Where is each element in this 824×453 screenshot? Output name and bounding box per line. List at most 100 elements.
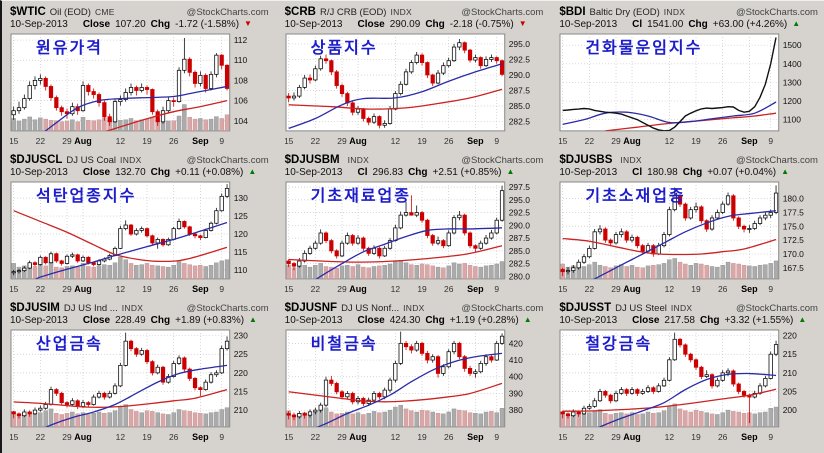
- svg-text:115: 115: [234, 247, 248, 257]
- chart-subheader: 10-Sep-2013 Close 424.30 Chg +1.19 (+0.2…: [285, 315, 544, 328]
- chart-date: 10-Sep-2013: [559, 19, 618, 30]
- svg-text:26: 26: [444, 432, 454, 442]
- chg-value: +63.00 (+4.26%): [712, 19, 788, 30]
- chart-panel-djusim: $DJUSIM DJ US Ind ... INDX @StockCharts.…: [10, 302, 269, 443]
- chart-header: $DJUSBS INDX @StockCharts.com: [559, 154, 818, 167]
- svg-text:112: 112: [234, 35, 248, 45]
- candlestick-chart-djusim[interactable]: 230 225 220 215 210 15 22 29 Aug 12 19 26 Sep 9: [10, 329, 269, 443]
- ticker-symbol: $DJUSIM: [10, 301, 60, 314]
- svg-text:110: 110: [234, 265, 248, 275]
- svg-text:167.5: 167.5: [783, 263, 804, 273]
- svg-text:1500: 1500: [783, 40, 802, 50]
- svg-text:15: 15: [10, 284, 19, 294]
- svg-text:125: 125: [234, 211, 248, 221]
- chart-panel-crb: $CRB R/J CRB (EOD) INDX @StockCharts.com…: [285, 6, 544, 147]
- plot-area: 130 125 120 115 110 15 22 29 Aug 12 19 26 Sep 9 석탄업종지…: [10, 181, 269, 295]
- svg-text:9: 9: [219, 136, 224, 146]
- svg-text:19: 19: [692, 136, 702, 146]
- candlestick-chart-wtic[interactable]: 112 110 108 106 104 15 22 29 Aug 12 19 26 Sep 9: [10, 33, 269, 147]
- chart-header: $WTIC Oil (EOD) CME @StockCharts.com: [10, 6, 269, 19]
- svg-text:12: 12: [116, 284, 126, 294]
- svg-text:225: 225: [234, 349, 248, 359]
- chart-header: $DJUSCL DJ US Coal INDX @StockCharts.com: [10, 154, 269, 167]
- svg-text:170.0: 170.0: [783, 249, 804, 259]
- exchange-label: INDX: [120, 154, 142, 165]
- svg-text:200: 200: [783, 405, 797, 415]
- svg-text:26: 26: [169, 284, 179, 294]
- svg-text:12: 12: [390, 432, 400, 442]
- svg-text:Aug: Aug: [349, 432, 366, 442]
- svg-text:9: 9: [219, 432, 224, 442]
- svg-text:26: 26: [718, 432, 728, 442]
- svg-text:19: 19: [417, 284, 427, 294]
- svg-text:9: 9: [494, 136, 499, 146]
- svg-text:Aug: Aug: [74, 432, 91, 442]
- chart-panel-djusbm: $DJUSBM INDX @StockCharts.com 10-Sep-201…: [285, 154, 544, 295]
- candlestick-chart-djusnf[interactable]: 420 410 400 390 380 15 22 29 Aug 12 19 26 Sep 9: [285, 329, 544, 443]
- chart-date: 10-Sep-2013: [284, 166, 343, 178]
- svg-text:22: 22: [310, 284, 320, 294]
- svg-text:19: 19: [417, 136, 427, 146]
- svg-text:26: 26: [169, 136, 179, 146]
- svg-text:1400: 1400: [783, 59, 802, 69]
- svg-text:210: 210: [234, 405, 248, 415]
- chg-label: Chg: [682, 166, 703, 178]
- candlestick-chart-djusbm[interactable]: 297.5 295.0 292.5 290.0 287.5 285.0 282.5 280.0…: [285, 181, 544, 295]
- svg-text:26: 26: [169, 432, 179, 442]
- svg-text:12: 12: [116, 432, 126, 442]
- svg-text:15: 15: [10, 136, 19, 146]
- svg-text:180.0: 180.0: [783, 193, 804, 203]
- stockcharts-brand: @StockCharts.com: [461, 7, 544, 18]
- svg-text:108: 108: [234, 75, 248, 85]
- svg-text:22: 22: [36, 432, 46, 442]
- svg-text:Sep: Sep: [467, 284, 484, 294]
- svg-text:295.0: 295.0: [508, 39, 529, 49]
- svg-text:9: 9: [494, 432, 499, 442]
- close-label: Close: [357, 314, 385, 326]
- ticker-description: DJ US Ind ...: [63, 302, 118, 314]
- close-label: Close: [357, 19, 385, 30]
- close-label: Close: [82, 166, 111, 178]
- close-value: 290.09: [389, 19, 421, 30]
- svg-text:Aug: Aug: [74, 136, 91, 146]
- chg-label: Chg: [150, 166, 171, 178]
- svg-text:15: 15: [285, 432, 294, 442]
- svg-text:290.0: 290.0: [508, 220, 529, 230]
- svg-text:230: 230: [234, 330, 248, 340]
- candlestick-chart-djusst[interactable]: 220 215 210 205 200 15 22 29 Aug 12 19 26 Sep 9: [559, 329, 818, 443]
- close-value: 217.58: [664, 314, 695, 326]
- close-value: 107.20: [115, 19, 146, 30]
- chart-header: $DJUSST DJ US Steel INDX @StockCharts.co…: [559, 302, 818, 315]
- ticker-symbol: $DJUSCL: [10, 153, 63, 166]
- candlestick-chart-djuscl[interactable]: 130 125 120 115 110 15 22 29 Aug 12 19 26 Sep 9: [10, 181, 269, 295]
- chg-label: Chg: [699, 314, 720, 326]
- svg-text:29: 29: [612, 136, 622, 146]
- stockcharts-brand: @StockCharts.com: [736, 7, 818, 18]
- stockcharts-brand: @StockCharts.com: [186, 154, 269, 166]
- svg-text:12: 12: [665, 136, 675, 146]
- candlestick-chart-crb[interactable]: 295.0 292.5 290.0 287.5 285.0 282.5 15 22 29 Aug 1…: [285, 33, 544, 147]
- svg-text:12: 12: [390, 136, 400, 146]
- svg-text:19: 19: [142, 432, 152, 442]
- change-direction-icon: ▼: [518, 19, 527, 28]
- exchange-label: INDX: [663, 7, 686, 17]
- ticker-description: R/J CRB (EOD): [319, 7, 387, 18]
- chart-date: 10-Sep-2013: [284, 19, 343, 30]
- svg-text:285.0: 285.0: [508, 246, 529, 256]
- svg-text:9: 9: [219, 284, 224, 294]
- stockcharts-brand: @StockCharts.com: [461, 302, 544, 314]
- chart-subheader: 10-Sep-2013 Cl 180.98 Chg +0.07 (+0.04%)…: [559, 167, 818, 180]
- line-chart-bdi[interactable]: 1500 1400 1300 1200 1100 15 22 29 Aug 12 19 26 Sep 9: [559, 33, 818, 147]
- svg-text:Aug: Aug: [74, 284, 91, 294]
- candlestick-chart-djusbs[interactable]: 180.0 177.5 175.0 172.5 170.0 167.5 15 22 29 Aug 1…: [559, 181, 818, 295]
- change-direction-icon: ▲: [249, 314, 257, 324]
- svg-text:Sep: Sep: [192, 284, 209, 294]
- close-value: 132.70: [115, 166, 146, 178]
- svg-text:1300: 1300: [783, 77, 802, 87]
- chg-value: -1.72 (-1.58%): [175, 19, 240, 30]
- svg-text:22: 22: [585, 136, 595, 146]
- svg-text:22: 22: [585, 432, 595, 442]
- close-label: Cl: [357, 166, 368, 178]
- svg-text:104: 104: [234, 116, 248, 126]
- svg-text:282.5: 282.5: [508, 117, 529, 127]
